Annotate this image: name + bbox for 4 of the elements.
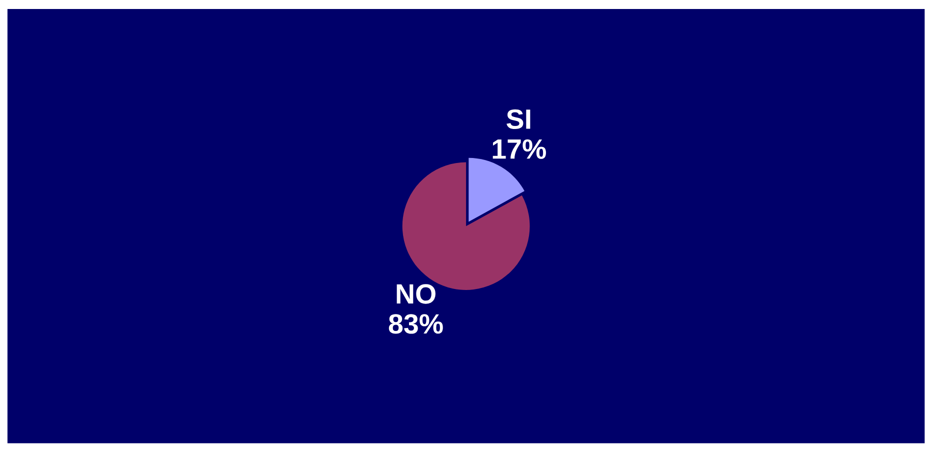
slice-label: SI <box>506 109 530 130</box>
data-label: 17% <box>492 139 546 159</box>
data-label: 83% <box>388 314 443 334</box>
slice-label: NO <box>396 284 436 304</box>
